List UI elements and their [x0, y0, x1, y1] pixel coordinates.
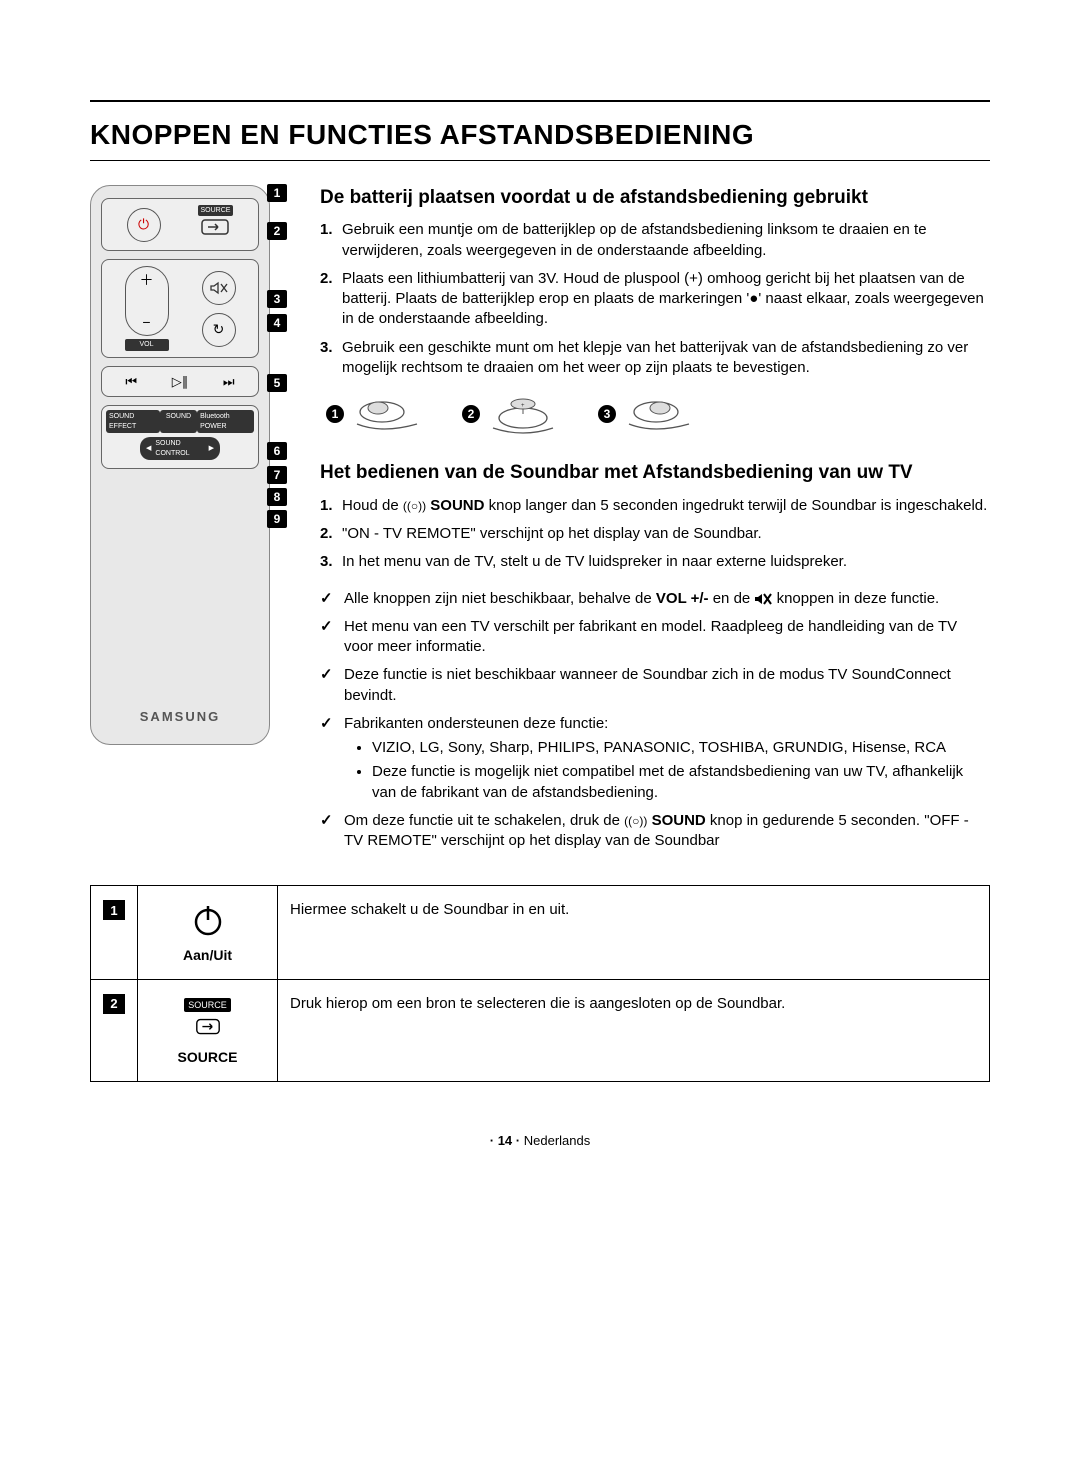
- check-4-bullets: VIZIO, LG, Sony, Sharp, PHILIPS, PANASON…: [344, 738, 990, 803]
- check-2: Het menu van een TV verschilt per fabrik…: [320, 617, 990, 658]
- battery-fig-2: 2 +: [462, 394, 558, 434]
- callout-3: 3: [267, 290, 287, 308]
- prev-icon: ⏮: [125, 373, 137, 391]
- battery-figures: 1 2 + 3: [326, 394, 990, 434]
- remote-illustration: 1 2 3 4 5 6 7 8 9 ⏻ SOURCE: [90, 185, 270, 745]
- source-pill: SOURCE: [184, 998, 231, 1012]
- remote-sec-top: ⏻ SOURCE: [101, 198, 259, 252]
- callout-9: 9: [267, 510, 287, 528]
- sound-control-btn: ◀SOUND CONTROL▶: [140, 437, 220, 460]
- s1-item-1: 1.Gebruik een muntje om de batterijklep …: [320, 220, 990, 261]
- bullet-compat: Deze functie is mogelijk niet compatibel…: [372, 762, 990, 803]
- remote-sec-vol: ＋− VOL ↻: [101, 259, 259, 357]
- s1-item-3: 3.Gebruik een geschikte munt om het klep…: [320, 338, 990, 379]
- source-label: SOURCE: [198, 205, 234, 216]
- check-5: Om deze functie uit te schakelen, druk d…: [320, 811, 990, 852]
- text-column: De batterij plaatsen voordat u de afstan…: [320, 185, 990, 862]
- row2-desc: Druk hierop om een bron te selecteren di…: [278, 980, 990, 1082]
- mute-inline-icon: [754, 592, 772, 606]
- row1-label: Aan/Uit: [150, 946, 265, 965]
- bullet-brands: VIZIO, LG, Sony, Sharp, PHILIPS, PANASON…: [372, 738, 990, 758]
- coin-open-icon: [352, 394, 422, 434]
- remote-sec-play: ⏮ ▷∥ ⏭: [101, 366, 259, 398]
- top-rule: [90, 100, 990, 102]
- section2-ol: 1. Houd de ((○)) SOUND knop langer dan 5…: [320, 496, 990, 573]
- battery-fig-1: 1: [326, 394, 422, 434]
- row2-icon-cell: SOURCE SOURCE: [138, 980, 278, 1082]
- section2-heading: Het bedienen van de Soundbar met Afstand…: [320, 460, 990, 486]
- sound-waves-icon: ((○)): [624, 814, 647, 828]
- playpause-icon: ▷∥: [172, 373, 189, 391]
- section1-list: 1.Gebruik een muntje om de batterijklep …: [320, 220, 990, 378]
- sound-waves-icon: ((○)): [403, 499, 426, 513]
- sound-effect-btn: SOUND EFFECT: [106, 410, 160, 433]
- page-title: KNOPPEN EN FUNCTIES AFSTANDSBEDIENING: [90, 116, 990, 154]
- power-icon: [188, 900, 228, 940]
- page-footer: · 14 · Nederlands: [90, 1132, 990, 1150]
- check-3: Deze functie is niet beschikbaar wanneer…: [320, 665, 990, 706]
- function-table: 1 Aan/Uit Hiermee schakelt u de Soundbar…: [90, 885, 990, 1082]
- title-underline: [90, 160, 990, 161]
- source-icon: [200, 216, 230, 238]
- repeat-icon: ↻: [202, 313, 236, 347]
- coin-close-icon: [624, 394, 694, 434]
- row2-num: 2: [91, 980, 138, 1082]
- s2-item-2: 2."ON - TV REMOTE" verschijnt op het dis…: [320, 524, 990, 544]
- main-row: 1 2 3 4 5 6 7 8 9 ⏻ SOURCE: [90, 185, 990, 862]
- row2-label: SOURCE: [150, 1048, 265, 1067]
- battery-fig-3: 3: [598, 394, 694, 434]
- bt-power-btn: Bluetooth POWER: [197, 410, 254, 433]
- battery-insert-icon: +: [488, 394, 558, 434]
- row1-desc: Hiermee schakelt u de Soundbar in en uit…: [278, 886, 990, 980]
- callout-6: 6: [267, 442, 287, 460]
- row1-icon-cell: Aan/Uit: [138, 886, 278, 980]
- table-row: 1 Aan/Uit Hiermee schakelt u de Soundbar…: [91, 886, 990, 980]
- table-row: 2 SOURCE SOURCE Druk hierop om een bron …: [91, 980, 990, 1082]
- svg-text:+: +: [521, 403, 525, 409]
- next-icon: ⏭: [223, 373, 235, 391]
- check-1: Alle knoppen zijn niet beschikbaar, beha…: [320, 589, 990, 609]
- samsung-logo: SAMSUNG: [91, 708, 269, 726]
- s2-item-3: 3.In het menu van de TV, stelt u de TV l…: [320, 552, 990, 572]
- callout-4: 4: [267, 314, 287, 332]
- remote-sec-effects: SOUND EFFECT SOUND Bluetooth POWER ◀SOUN…: [101, 405, 259, 469]
- power-icon: ⏻: [127, 208, 161, 242]
- callout-2: 2: [267, 222, 287, 240]
- remote-column: 1 2 3 4 5 6 7 8 9 ⏻ SOURCE: [90, 185, 290, 862]
- callout-5: 5: [267, 374, 287, 392]
- section1-heading: De batterij plaatsen voordat u de afstan…: [320, 185, 990, 211]
- callout-8: 8: [267, 488, 287, 506]
- source-icon: [188, 1014, 228, 1042]
- s2-item-1: 1. Houd de ((○)) SOUND knop langer dan 5…: [320, 496, 990, 516]
- callout-7: 7: [267, 466, 287, 484]
- mute-icon: [202, 271, 236, 305]
- section2-checks: Alle knoppen zijn niet beschikbaar, beha…: [320, 589, 990, 852]
- check-4: Fabrikanten ondersteunen deze functie: V…: [320, 714, 990, 803]
- s1-item-2: 2.Plaats een lithiumbatterij van 3V. Hou…: [320, 269, 990, 330]
- volume-rocker: ＋−: [125, 266, 169, 336]
- callout-1: 1: [267, 184, 287, 202]
- surround-btn: SOUND: [160, 410, 197, 433]
- vol-label: VOL: [125, 339, 169, 350]
- row1-num: 1: [91, 886, 138, 980]
